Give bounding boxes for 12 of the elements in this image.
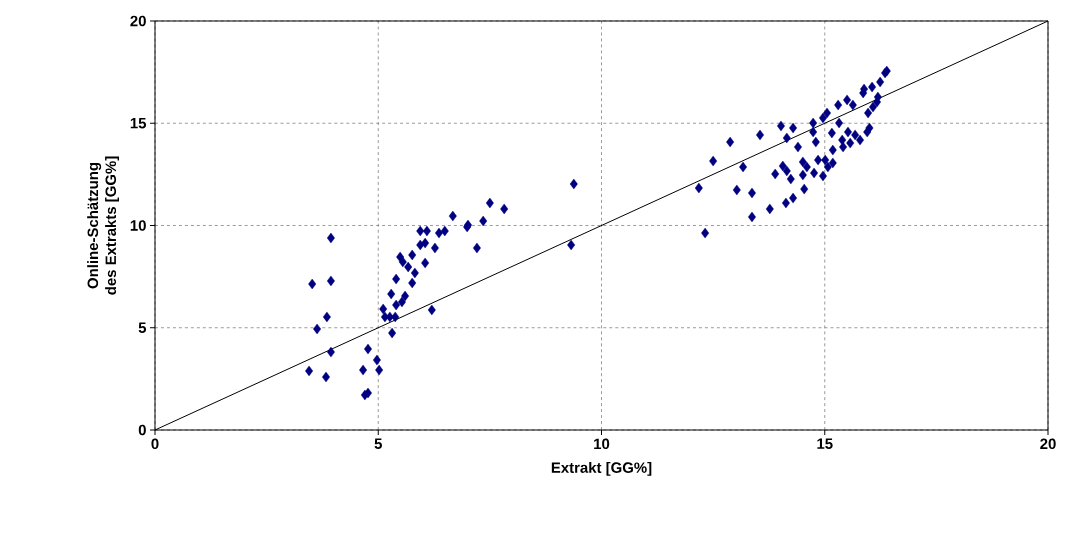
- x-axis-title: Extrakt [GG%]: [551, 461, 652, 476]
- y-tick-label: 15: [130, 118, 147, 129]
- y-tick-label: 10: [130, 220, 146, 231]
- x-tick-label: 20: [1040, 438, 1056, 450]
- x-tick-label: 0: [151, 438, 159, 450]
- y-tick-label: 5: [138, 322, 147, 333]
- y-tick-label: 0: [138, 424, 146, 436]
- x-tick-label: 15: [817, 438, 833, 449]
- y-axis-title: Online-Schätzung des Extrakts [GG%]: [87, 156, 120, 295]
- x-tick-label: 10: [594, 438, 610, 450]
- y-tick-label: 20: [130, 15, 146, 27]
- x-tick-label: 5: [374, 438, 382, 449]
